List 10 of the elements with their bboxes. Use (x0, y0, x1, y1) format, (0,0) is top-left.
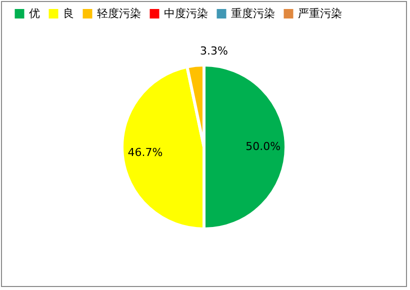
data-label: 3.3% (200, 44, 228, 58)
legend-label: 严重污染 (298, 6, 342, 20)
legend-label: 中度污染 (164, 6, 208, 20)
legend-label: 良 (63, 6, 74, 20)
data-label: 46.7% (128, 146, 163, 160)
pie-slice (202, 64, 288, 230)
legend-label: 轻度污染 (97, 6, 141, 20)
legend-label: 重度污染 (231, 6, 275, 20)
data-label: 50.0% (246, 140, 281, 153)
legend-label: 优 (29, 6, 40, 20)
